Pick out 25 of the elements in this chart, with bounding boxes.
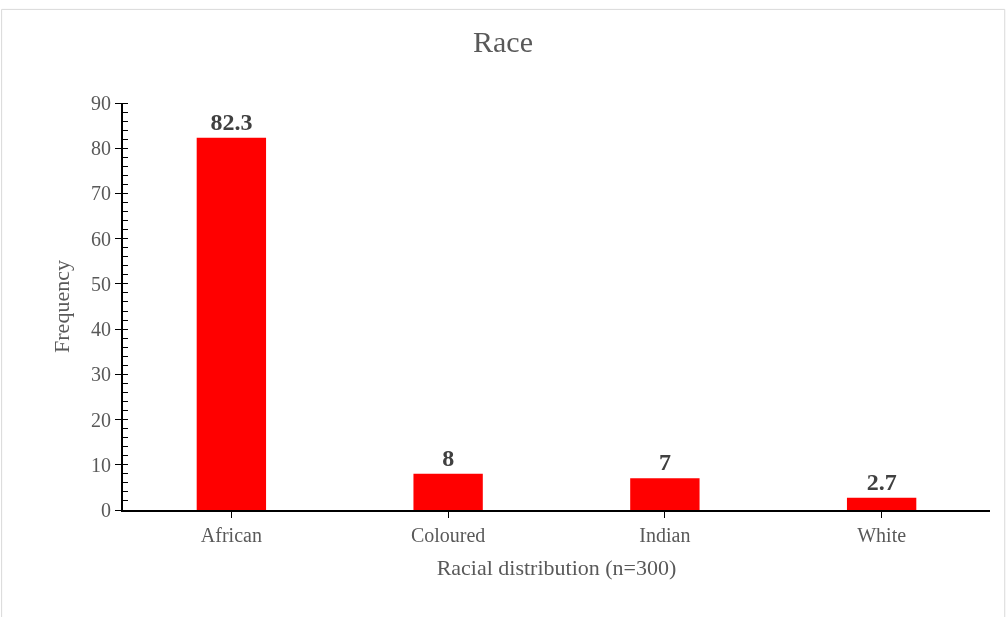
bar <box>630 478 700 510</box>
y-tick-label: 30 <box>91 363 111 386</box>
y-tick-label: 10 <box>91 453 111 476</box>
bar <box>196 137 267 510</box>
bar <box>846 497 917 510</box>
data-label: 8 <box>442 444 455 471</box>
y-axis-title: Frequency <box>49 260 75 353</box>
x-tick-label: Coloured <box>410 524 486 546</box>
y-tick-label: 20 <box>91 408 111 431</box>
chart-title: Race <box>473 24 533 58</box>
y-tick-label: 0 <box>101 499 111 521</box>
data-label: 2.7 <box>866 468 897 495</box>
x-axis-title: Racial distribution (n=300) <box>436 555 677 581</box>
data-label: 7 <box>658 449 671 476</box>
x-tick-label: African <box>200 524 262 546</box>
y-tick-label: 50 <box>91 272 111 295</box>
x-tick-label: White <box>857 524 907 546</box>
y-tick-label: 70 <box>91 182 111 205</box>
y-tick-label: 60 <box>91 227 111 250</box>
y-tick-label: 90 <box>91 92 111 114</box>
x-tick-label: Indian <box>639 524 691 546</box>
data-label: 82.3 <box>210 108 253 135</box>
y-tick-label: 40 <box>91 318 111 341</box>
bar <box>413 473 483 510</box>
y-tick-label: 80 <box>91 137 111 160</box>
